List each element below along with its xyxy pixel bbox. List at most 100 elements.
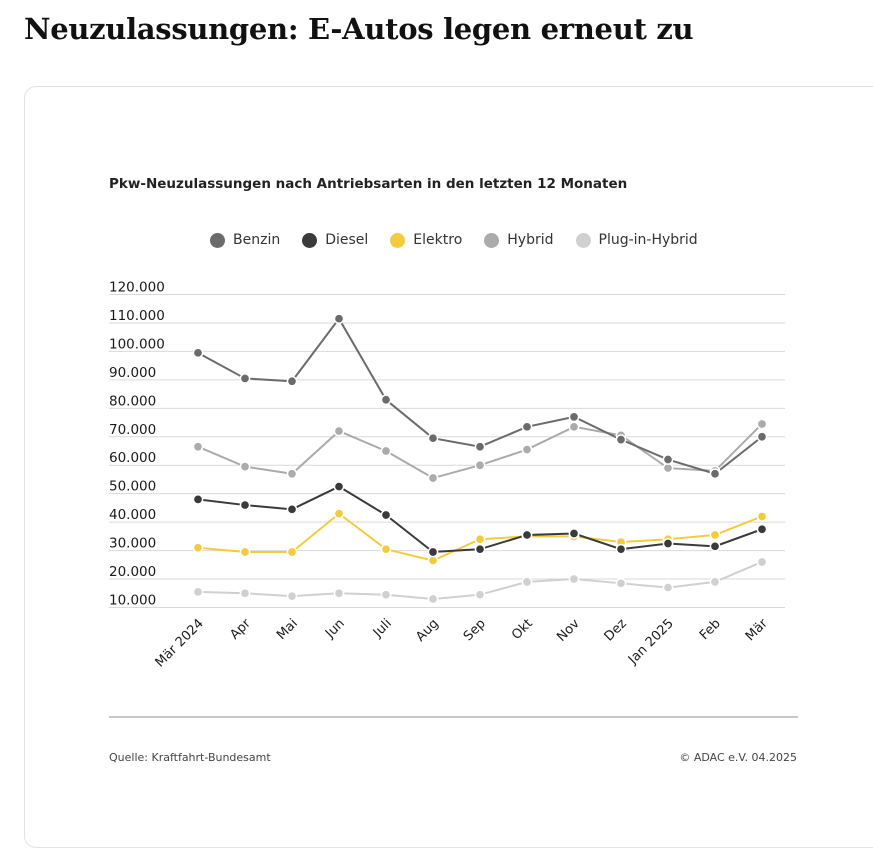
data-point-diesel: [756, 523, 768, 535]
y-tick-label: 90.000: [109, 365, 156, 381]
data-point-hybrid: [239, 461, 251, 472]
x-tick-label: Jun: [322, 616, 348, 642]
data-point-hybrid: [427, 472, 439, 484]
y-tick-label: 60.000: [109, 450, 156, 466]
data-point-hybrid: [568, 421, 580, 433]
data-point-benzin: [568, 411, 580, 423]
data-point-diesel: [427, 546, 439, 558]
data-point-benzin: [474, 441, 486, 453]
data-point-plug-in-hybrid: [239, 587, 251, 599]
data-point-hybrid: [192, 441, 204, 453]
data-point-plug-in-hybrid: [568, 573, 580, 585]
y-tick-label: 30.000: [109, 536, 156, 552]
data-point-benzin: [239, 373, 251, 384]
x-tick-label: Mai: [274, 616, 301, 643]
data-point-benzin: [192, 347, 204, 359]
data-point-hybrid: [521, 444, 533, 455]
data-point-diesel: [662, 538, 674, 549]
y-tick-label: 100.000: [109, 336, 165, 352]
y-tick-label: 10.000: [109, 593, 156, 609]
y-tick-label: 20.000: [109, 564, 156, 580]
data-point-diesel: [333, 481, 345, 492]
data-point-elektro: [333, 508, 345, 519]
copyright-note: © ADAC e.V. 04.2025: [679, 751, 797, 764]
chart-title: Pkw-Neuzulassungen nach Antriebsarten in…: [109, 176, 628, 192]
legend-label: Plug-in-Hybrid: [598, 232, 698, 248]
data-point-hybrid: [333, 425, 345, 437]
x-tick-label: Mär: [743, 616, 771, 644]
data-point-diesel: [192, 494, 204, 505]
data-point-plug-in-hybrid: [521, 576, 533, 588]
legend-item-elektro[interactable]: Elektro: [390, 232, 462, 248]
legend-dot-icon: [575, 232, 591, 248]
data-point-elektro: [239, 546, 251, 558]
data-point-diesel: [286, 503, 298, 515]
data-point-plug-in-hybrid: [380, 589, 392, 601]
x-tick-label: Sep: [461, 616, 489, 644]
x-tick-label: Feb: [697, 616, 724, 643]
x-tick-label: Nov: [554, 616, 583, 645]
data-point-plug-in-hybrid: [756, 556, 768, 568]
data-point-benzin: [756, 431, 768, 443]
legend-item-benzin[interactable]: Benzin: [210, 232, 280, 248]
x-tick-label: Aug: [413, 616, 442, 645]
data-point-plug-in-hybrid: [192, 586, 204, 598]
y-tick-label: 110.000: [109, 308, 165, 324]
legend-label: Elektro: [413, 232, 463, 248]
x-tick-label: Mär 2024: [153, 616, 207, 670]
legend-item-diesel[interactable]: Diesel: [302, 232, 368, 248]
x-tick-label: Jan 2025: [625, 616, 677, 668]
data-point-diesel: [709, 540, 721, 552]
y-tick-label: 80.000: [109, 393, 156, 409]
legend-dot-icon: [484, 232, 500, 248]
chart-bottom-divider: [109, 716, 798, 718]
data-point-elektro: [709, 529, 721, 541]
legend-label: Diesel: [325, 232, 369, 248]
data-point-elektro: [286, 546, 298, 558]
data-point-hybrid: [474, 459, 486, 471]
data-point-elektro: [756, 511, 768, 522]
legend-dot-icon: [390, 232, 406, 248]
data-point-plug-in-hybrid: [474, 589, 486, 601]
data-point-benzin: [615, 434, 627, 445]
data-point-diesel: [239, 499, 251, 511]
y-tick-label: 40.000: [109, 507, 156, 523]
data-point-diesel: [521, 529, 533, 541]
legend-dot-icon: [210, 232, 225, 248]
data-point-elektro: [192, 542, 204, 554]
legend-item-hybrid[interactable]: Hybrid: [484, 232, 554, 248]
data-point-plug-in-hybrid: [615, 577, 627, 589]
legend-item-plug-in-hybrid[interactable]: Plug-in-Hybrid: [575, 232, 698, 248]
data-point-plug-in-hybrid: [286, 590, 298, 602]
data-point-hybrid: [286, 468, 298, 480]
y-tick-label: 50.000: [109, 479, 156, 495]
data-point-benzin: [521, 421, 533, 433]
data-point-plug-in-hybrid: [427, 593, 439, 605]
data-point-plug-in-hybrid: [662, 582, 674, 593]
x-tick-label: Dez: [602, 616, 630, 644]
legend-label: Hybrid: [507, 232, 554, 248]
data-point-benzin: [286, 375, 298, 387]
x-tick-label: Okt: [509, 616, 536, 643]
data-point-diesel: [474, 543, 486, 555]
legend-dot-icon: [302, 232, 318, 248]
data-point-diesel: [568, 528, 580, 539]
data-point-plug-in-hybrid: [333, 587, 345, 599]
y-tick-label: 120.000: [109, 280, 165, 296]
data-point-benzin: [427, 432, 439, 444]
data-point-hybrid: [756, 418, 768, 430]
data-point-hybrid: [380, 445, 392, 457]
data-point-plug-in-hybrid: [709, 576, 721, 588]
chart-legend: Benzin Diesel Elektro Hybrid Plug-in-Hyb…: [210, 232, 698, 248]
data-point-benzin: [662, 454, 674, 465]
data-point-benzin: [380, 394, 392, 406]
data-point-elektro: [474, 533, 486, 545]
x-tick-label: Apr: [227, 616, 254, 643]
data-point-benzin: [709, 468, 721, 480]
chart-card: [24, 86, 873, 848]
y-tick-label: 70.000: [109, 422, 156, 438]
legend-label: Benzin: [233, 232, 281, 248]
line-chart: 10.000 20.000 30.000 40.000 50.000 60.000 70.0…: [109, 280, 785, 670]
data-point-benzin: [333, 313, 345, 325]
page-headline: Neuzulassungen: E-Autos legen erneut zu: [24, 12, 694, 46]
